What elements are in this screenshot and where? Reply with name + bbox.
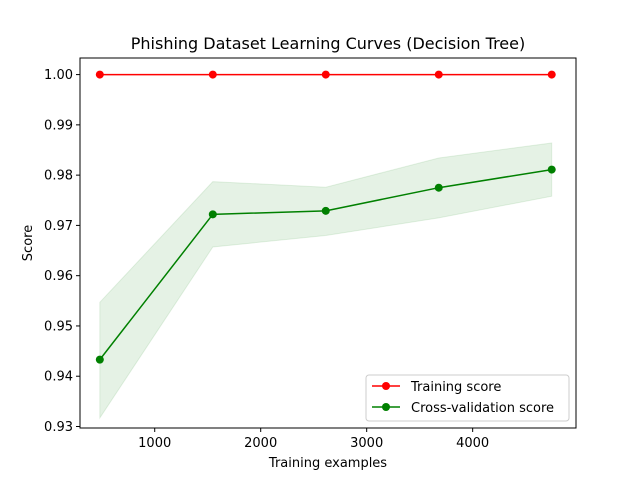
y-tick-label: 0.96 (44, 269, 73, 284)
data-point-0-4 (547, 70, 556, 79)
legend-label-training: Training score (410, 380, 501, 395)
data-point-0-2 (321, 70, 330, 79)
y-tick-label: 0.93 (44, 420, 73, 435)
data-point-0-1 (208, 70, 217, 79)
y-tick-label: 0.97 (44, 219, 73, 234)
data-point-1-0 (95, 355, 104, 364)
legend: Training score Cross-validation score (365, 374, 570, 422)
legend-label-cv: Cross-validation score (411, 401, 554, 416)
y-axis-ticks: 0.93 0.94 0.95 0.96 0.97 0.98 0.99 1.00 (44, 68, 80, 435)
data-point-0-0 (95, 70, 104, 79)
legend-box (365, 374, 570, 422)
plot-area-frame (79, 57, 577, 429)
y-tick-label: 0.99 (44, 118, 73, 133)
x-axis-ticks: 1000 2000 3000 4000 (138, 428, 489, 451)
legend-marker-training (382, 382, 390, 390)
x-tick-label: 2000 (244, 436, 277, 451)
data-point-1-4 (547, 165, 556, 174)
data-point-1-3 (434, 183, 443, 192)
x-tick-label: 1000 (138, 436, 171, 451)
y-tick-label: 0.98 (44, 169, 73, 184)
series-markers (95, 70, 556, 364)
y-axis-label: Score (21, 225, 36, 261)
data-point-1-1 (208, 210, 217, 219)
y-tick-label: 1.00 (44, 68, 73, 83)
data-point-0-3 (434, 70, 443, 79)
legend-marker-cv (382, 403, 390, 411)
data-point-1-2 (321, 206, 330, 215)
x-tick-label: 4000 (456, 436, 489, 451)
x-tick-label: 3000 (350, 436, 383, 451)
x-axis-label: Training examples (268, 456, 387, 471)
chart-title: Phishing Dataset Learning Curves (Decisi… (131, 34, 525, 53)
y-tick-label: 0.94 (44, 370, 73, 385)
y-tick-label: 0.95 (44, 319, 73, 334)
